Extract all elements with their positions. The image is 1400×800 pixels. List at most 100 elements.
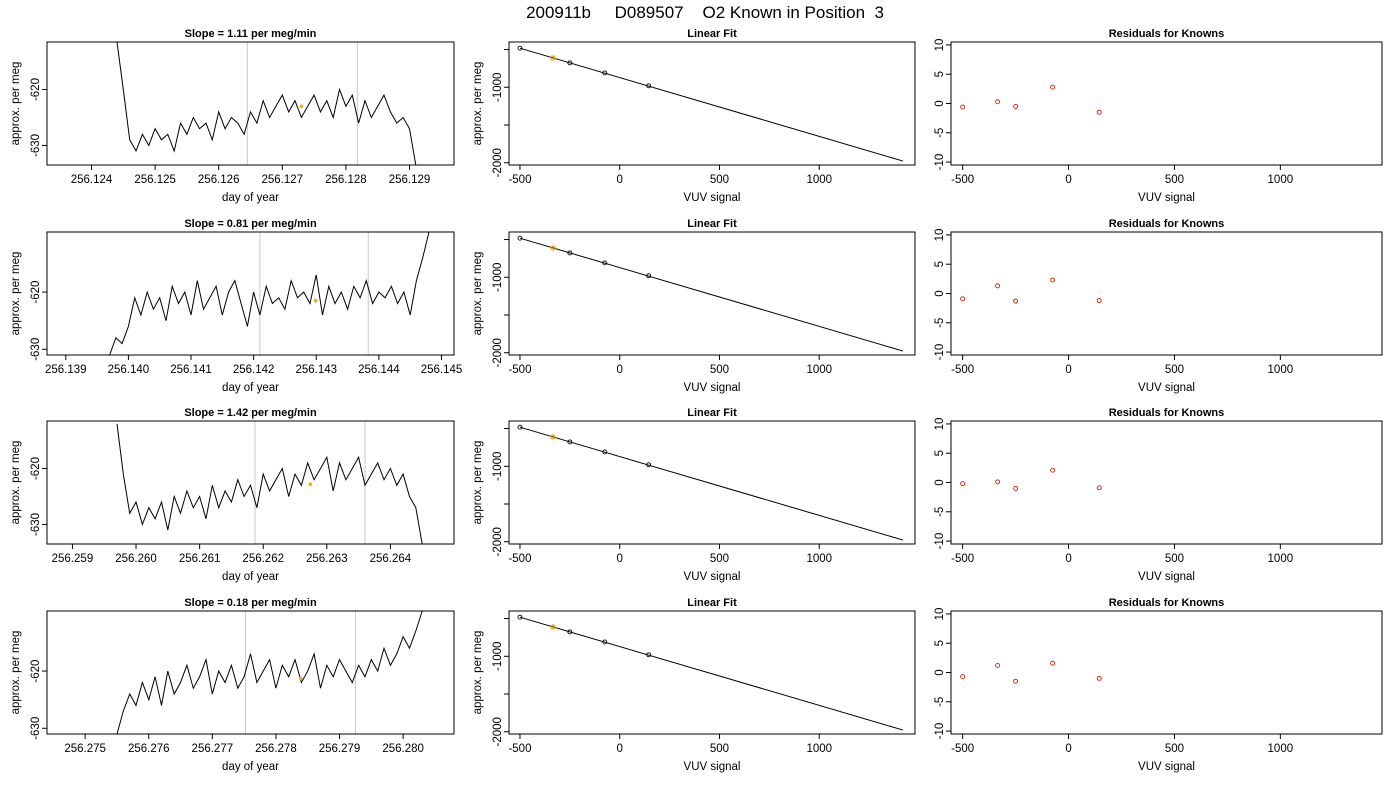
x-tick-label: 256.264 — [370, 553, 412, 565]
x-tick-label: 0 — [1065, 743, 1071, 755]
x-tick-label: 256.260 — [115, 553, 157, 565]
x-tick-label: 256.142 — [233, 364, 275, 376]
linear_fit-panel-1: Linear Fit -500 0 500 1000 -2000 -1000 VUV sign… — [472, 28, 916, 204]
highlight-marker — [308, 482, 313, 486]
residuals-panel-3: Residuals for Knowns -500 0 500 1000 -10 -5 0 5 1… — [934, 407, 1383, 583]
data-point — [960, 481, 966, 487]
linear_fit-panel-3: Linear Fit -500 0 500 1000 -2000 -1000 VUV sign… — [472, 407, 916, 583]
x-tick-label: 256.124 — [71, 174, 113, 186]
y-tick-label: 0 — [934, 100, 946, 106]
x-axis-label: VUV signal — [1138, 761, 1195, 773]
plot-frame — [46, 41, 455, 166]
x-tick-label: 500 — [710, 553, 729, 565]
x-axis-label: day of year — [222, 761, 279, 773]
panel-title: Linear Fit — [687, 28, 737, 40]
x-axis-label: VUV signal — [1138, 192, 1195, 204]
series-line — [116, 423, 423, 544]
y-tick-label: 0 — [934, 290, 946, 296]
data-point — [567, 60, 573, 66]
x-tick-label: -500 — [508, 743, 531, 755]
y-axis-label: approx. per meg — [10, 631, 22, 715]
plot-frame — [46, 420, 455, 545]
panel-title: Slope = 0.18 per meg/min — [184, 597, 317, 609]
x-tick-label: 256.140 — [108, 364, 150, 376]
data-point — [995, 479, 1001, 485]
x-tick-label: 1000 — [806, 743, 832, 755]
x-tick-label: 1000 — [1268, 364, 1294, 376]
x-tick-label: 256.280 — [382, 743, 424, 755]
y-tick-label: -620 — [30, 457, 42, 480]
y-tick-label: -10 — [934, 344, 946, 361]
panel-title: Linear Fit — [687, 407, 737, 419]
data-point — [960, 674, 966, 680]
y-tick-label: 5 — [934, 450, 946, 456]
y-tick-label: -2000 — [492, 527, 504, 556]
x-tick-label: 0 — [617, 553, 623, 565]
y-axis-label: approx. per meg — [10, 441, 22, 525]
x-tick-label: 256.276 — [128, 743, 170, 755]
y-tick-label: -620 — [30, 281, 42, 304]
x-tick-label: -500 — [951, 743, 974, 755]
fit-line — [519, 237, 904, 352]
y-tick-label: 0 — [934, 479, 946, 485]
panel-title: Residuals for Knowns — [1109, 597, 1225, 609]
plot-frame — [508, 420, 916, 545]
x-tick-label: -500 — [951, 553, 974, 565]
x-tick-label: 256.145 — [421, 364, 463, 376]
y-tick-label: -630 — [30, 717, 42, 740]
x-tick-label: 256.127 — [262, 174, 304, 186]
panel-title: Linear Fit — [687, 597, 737, 609]
x-tick-label: 0 — [1065, 364, 1071, 376]
y-tick-label: 5 — [934, 640, 946, 646]
x-tick-label: 256.144 — [358, 364, 400, 376]
data-point — [602, 70, 608, 76]
data-point — [960, 104, 966, 110]
x-axis-label: day of year — [222, 382, 279, 394]
y-tick-label: -620 — [30, 78, 42, 101]
x-tick-label: -500 — [951, 174, 974, 186]
x-tick-label: 500 — [1165, 174, 1184, 186]
x-tick-label: 1000 — [1268, 174, 1294, 186]
x-axis-label: day of year — [222, 192, 279, 204]
residuals-panel-2: Residuals for Knowns -500 0 500 1000 -10 -5 0 5 1… — [934, 218, 1383, 394]
y-tick-label: -10 — [934, 533, 946, 550]
highlight-marker — [299, 104, 304, 109]
plot-frame — [950, 420, 1383, 545]
y-tick-label: -10 — [934, 723, 946, 740]
y-tick-label: -1000 — [492, 263, 504, 292]
y-tick-label: -2000 — [492, 338, 504, 367]
y-tick-label: -5 — [934, 318, 946, 328]
series-line — [116, 42, 417, 165]
y-axis-label: approx. per meg — [10, 62, 22, 146]
x-tick-label: 256.279 — [319, 743, 361, 755]
x-tick-label: 500 — [710, 364, 729, 376]
x-tick-label: -500 — [508, 553, 531, 565]
linear_fit-panel-4: Linear Fit -500 0 500 1000 -2000 -1000 VUV sign… — [472, 597, 916, 773]
x-tick-label: 256.125 — [134, 174, 176, 186]
x-tick-label: 0 — [617, 174, 623, 186]
plot-frame — [508, 41, 916, 166]
data-point — [1013, 678, 1019, 684]
highlight-point — [550, 624, 556, 630]
y-tick-label: 5 — [934, 261, 946, 267]
data-point — [602, 639, 608, 645]
data-point — [1050, 467, 1056, 473]
x-tick-label: 0 — [1065, 174, 1071, 186]
plot-frame — [950, 231, 1383, 356]
y-tick-label: -630 — [30, 338, 42, 361]
fit-line — [519, 426, 904, 541]
x-tick-label: 256.261 — [179, 553, 221, 565]
data-point — [1096, 675, 1102, 681]
x-axis-label: VUV signal — [1138, 571, 1195, 583]
y-tick-label: -630 — [30, 134, 42, 157]
data-point — [646, 83, 652, 89]
data-point — [1050, 660, 1056, 666]
x-axis-label: VUV signal — [684, 571, 741, 583]
panel-title: Linear Fit — [687, 218, 737, 230]
data-point — [517, 45, 523, 51]
y-tick-label: -630 — [30, 513, 42, 536]
x-axis-label: VUV signal — [684, 761, 741, 773]
fit-line — [519, 47, 904, 162]
x-tick-label: 1000 — [806, 174, 832, 186]
